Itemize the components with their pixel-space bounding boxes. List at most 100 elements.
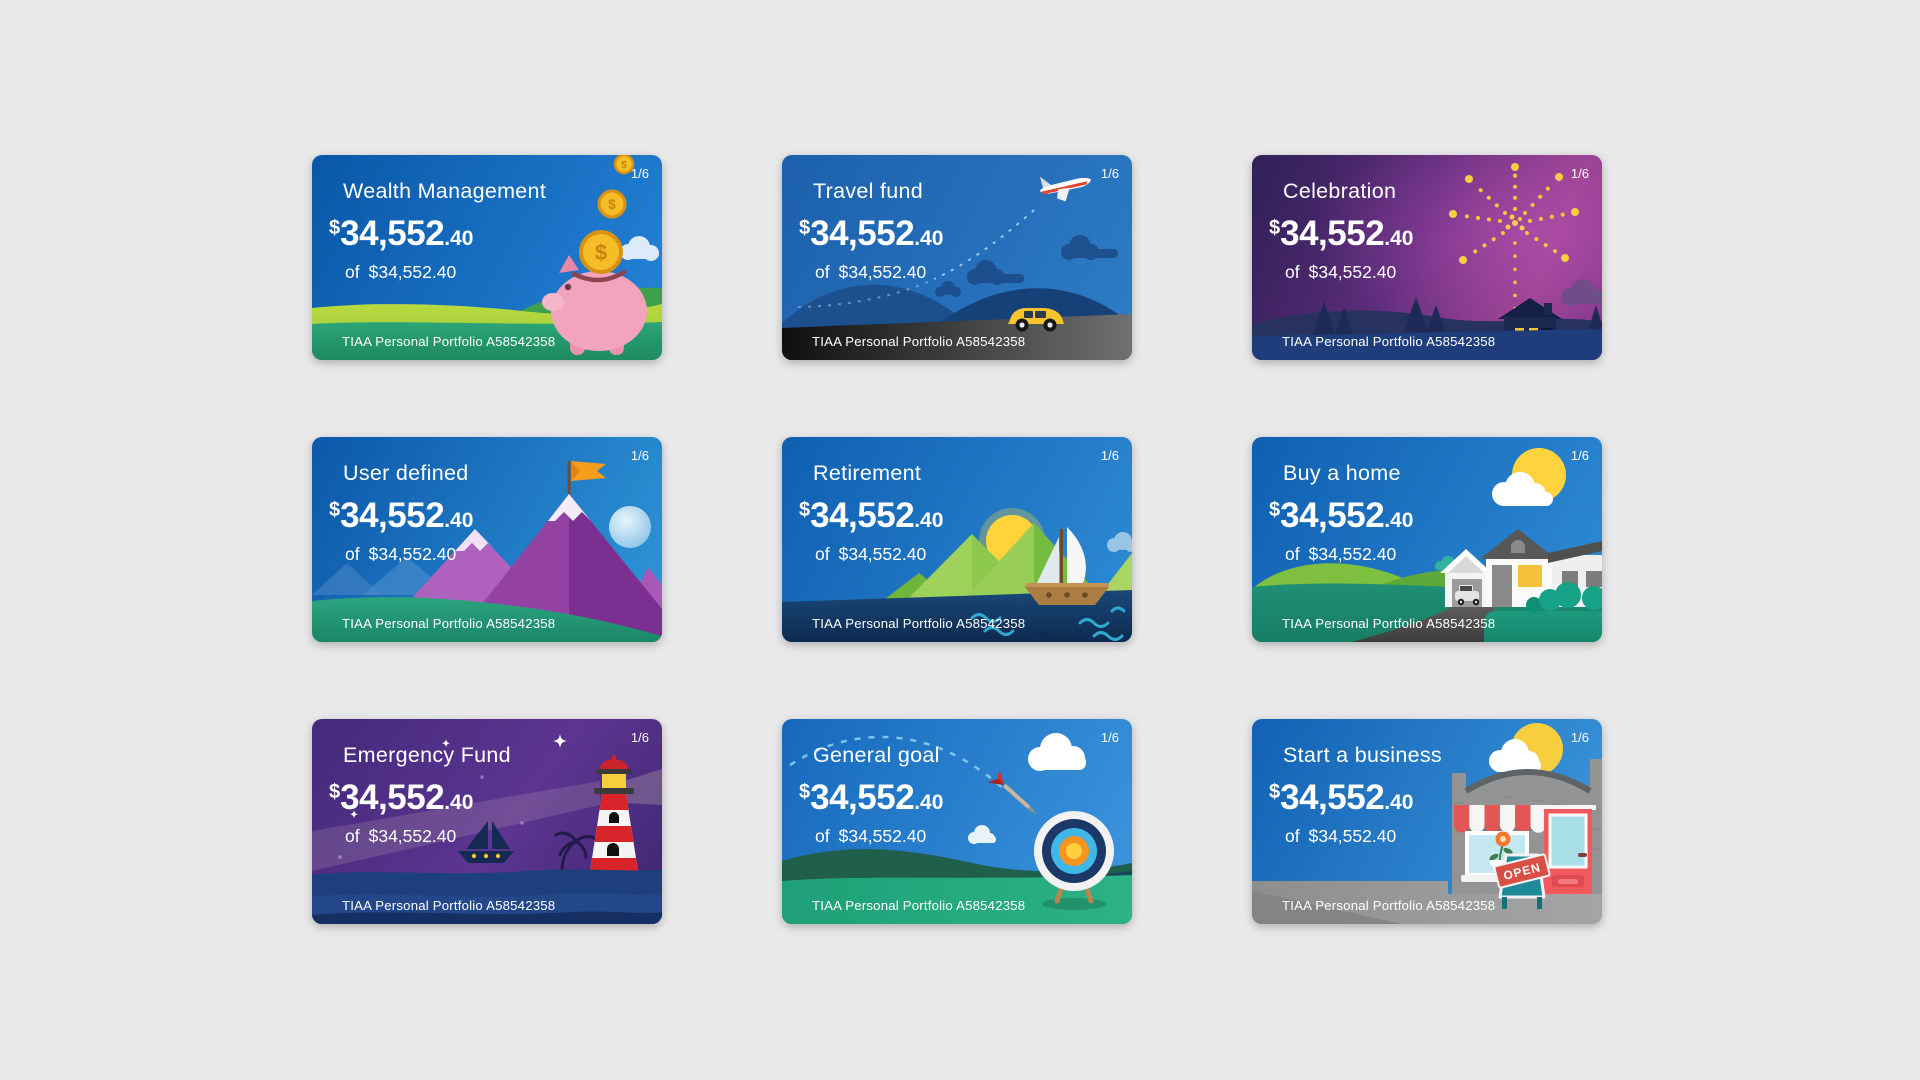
goal-amount: $34,552.40 [329, 496, 474, 535]
card-title: Start a business [1283, 743, 1442, 767]
cloud-icon [1028, 733, 1086, 771]
goal-card-emergency-fund[interactable]: 1/6 Emergency Fund $34,552.40 of $34,552.… [312, 719, 662, 924]
coin-icon: $ [613, 155, 635, 175]
cloud-icon [620, 236, 659, 261]
target-amount: of $34,552.40 [1285, 826, 1397, 846]
sailboat-icon [1025, 527, 1109, 605]
light-beam [624, 769, 662, 805]
coin-icon: $ [597, 189, 627, 219]
portfolio-label: TIAA Personal Portfolio A58542358 [342, 616, 556, 631]
lighthouse-scene [312, 734, 662, 924]
goal-card-user-defined[interactable]: 1/6 User defined $34,552.40 of $34,552.40… [312, 437, 662, 642]
page-indicator: 1/6 [630, 448, 649, 463]
portfolio-label: TIAA Personal Portfolio A58542358 [1282, 898, 1496, 913]
piggy-bank-scene: $ $ $ [312, 155, 662, 360]
celebration-scene [1252, 155, 1602, 360]
card-title: Travel fund [813, 179, 924, 203]
portfolio-label: TIAA Personal Portfolio A58542358 [812, 898, 1026, 913]
target-amount: of $34,552.40 [345, 826, 457, 846]
goal-amount: $34,552.40 [799, 214, 944, 253]
goal-card-travel-fund[interactable]: 1/6 Travel fund $34,552.40 of $34,552.40 … [782, 155, 1132, 360]
portfolio-label: TIAA Personal Portfolio A58542358 [812, 616, 1026, 631]
goal-amount: $34,552.40 [799, 496, 944, 535]
page-indicator: 1/6 [1570, 730, 1589, 745]
dart-icon [987, 768, 1037, 815]
waves-icon [970, 606, 1126, 641]
moon-icon [609, 506, 651, 548]
cloud-icon [1561, 279, 1602, 306]
cloud-icon [968, 825, 996, 844]
light-beam [312, 781, 600, 871]
target-amount: of $34,552.40 [345, 262, 457, 282]
sailboat-silhouette-icon [458, 821, 514, 863]
target-amount: of $34,552.40 [1285, 544, 1397, 564]
house-icon [1440, 529, 1602, 607]
stars-icon [338, 734, 567, 859]
goal-amount: $34,552.40 [329, 214, 474, 253]
card-title: Celebration [1283, 179, 1397, 203]
card-title: Wealth Management [343, 179, 547, 203]
portfolio-label: TIAA Personal Portfolio A58542358 [1282, 334, 1496, 349]
mountain-scene [312, 461, 662, 642]
card-title: General goal [813, 743, 940, 767]
page-indicator: 1/6 [1100, 730, 1119, 745]
palm-tree-icon [554, 831, 600, 873]
goal-card-retirement[interactable]: 1/6 Retirement $34,552.40 of $34,552.40 T… [782, 437, 1132, 642]
page-indicator: 1/6 [630, 730, 649, 745]
card-title: Buy a home [1283, 461, 1401, 485]
svg-text:$: $ [621, 160, 627, 171]
target-amount: of $34,552.40 [1285, 262, 1397, 282]
svg-text:$: $ [595, 240, 607, 265]
portfolio-label: TIAA Personal Portfolio A58542358 [342, 898, 556, 913]
target-amount: of $34,552.40 [815, 262, 927, 282]
cloud-icon [935, 235, 1118, 297]
card-title: User defined [343, 461, 469, 485]
portfolio-label: TIAA Personal Portfolio A58542358 [342, 334, 556, 349]
target-amount: of $34,552.40 [345, 544, 457, 564]
goal-card-buy-a-home[interactable]: 1/6 Buy a home $34,552.40 of $34,552.40 T… [1252, 437, 1602, 642]
travel-scene [782, 176, 1132, 360]
goal-card-wealth-management[interactable]: $ $ $ 1/6 Wealth Management $34,552.40 o… [312, 155, 662, 360]
cloud-icon [1489, 739, 1541, 772]
goal-cards-grid: $ $ $ 1/6 Wealth Management $34,552.40 o… [312, 155, 1602, 924]
page-indicator: 1/6 [1570, 448, 1589, 463]
goal-amount: $34,552.40 [799, 778, 944, 817]
storefront-scene: OPEN [1252, 723, 1602, 924]
card-title: Emergency Fund [343, 743, 511, 767]
fireworks-icon [1449, 163, 1579, 313]
goal-amount: $34,552.40 [329, 778, 474, 817]
target-amount: of $34,552.40 [815, 544, 927, 564]
airplane-icon [1039, 176, 1091, 202]
open-sign: OPEN [1493, 853, 1551, 909]
page-indicator: 1/6 [1570, 166, 1589, 181]
door-icon [1540, 805, 1596, 894]
house-scene [1252, 448, 1602, 642]
svg-text:$: $ [608, 196, 616, 212]
goal-amount: $34,552.40 [1269, 214, 1414, 253]
taxi-icon [1008, 308, 1064, 332]
cloud-icon [1492, 472, 1553, 506]
portfolio-label: TIAA Personal Portfolio A58542358 [812, 334, 1026, 349]
goal-card-general-goal[interactable]: 1/6 General goal $34,552.40 of $34,552.40… [782, 719, 1132, 924]
mountains-icon [877, 523, 1132, 615]
goal-amount: $34,552.40 [1269, 778, 1414, 817]
piggy-bank-icon [542, 255, 647, 355]
lighthouse-icon [590, 755, 638, 871]
bushes-icon [1526, 582, 1602, 613]
target-icon [1034, 811, 1114, 910]
card-title: Retirement [813, 461, 922, 485]
page-indicator: 1/6 [630, 166, 649, 181]
cloud-icon [1107, 532, 1132, 552]
target-scene [782, 733, 1132, 924]
page-indicator: 1/6 [1100, 166, 1119, 181]
page-indicator: 1/6 [1100, 448, 1119, 463]
car-icon [1455, 585, 1480, 606]
sailboat-scene [782, 508, 1132, 642]
goal-card-start-a-business[interactable]: OPEN 1/6 Start a business $34,552.40 of $… [1252, 719, 1602, 924]
coin-icon: $ [579, 230, 623, 274]
awning-icon [1454, 805, 1546, 833]
portfolio-label: TIAA Personal Portfolio A58542358 [1282, 616, 1496, 631]
goal-amount: $34,552.40 [1269, 496, 1414, 535]
flag-icon [567, 461, 606, 494]
goal-card-celebration[interactable]: 1/6 Celebration $34,552.40 of $34,552.40 … [1252, 155, 1602, 360]
